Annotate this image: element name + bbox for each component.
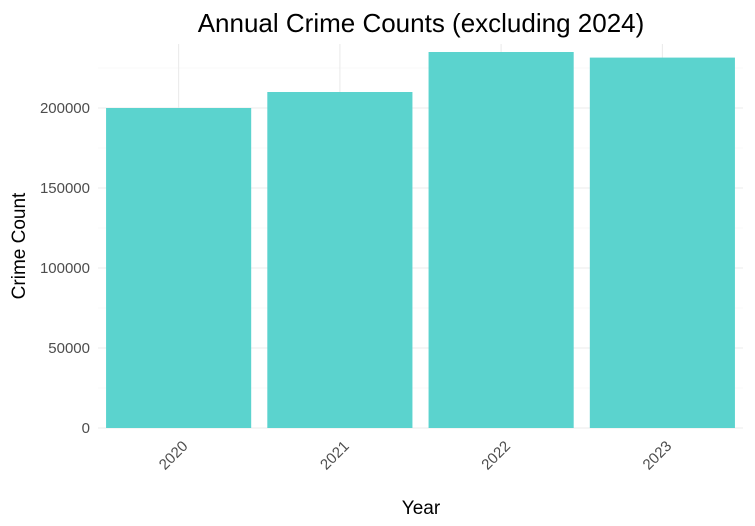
bar-2020: [106, 108, 252, 428]
bar-2023: [589, 57, 735, 428]
y-axis-ticks: 0 50000 100000 150000 200000: [40, 100, 90, 437]
y-tick-label: 100000: [40, 260, 90, 277]
x-tick-label: 2021: [317, 438, 353, 474]
y-tick-label: 200000: [40, 100, 90, 117]
y-tick-label: 0: [82, 420, 90, 437]
chart-title: Annual Crime Counts (excluding 2024): [198, 8, 645, 38]
bars: [106, 52, 735, 428]
x-tick-label: 2020: [156, 438, 192, 474]
x-axis-title: Year: [402, 498, 441, 519]
bar-2022: [428, 52, 574, 428]
y-tick-label: 50000: [48, 340, 90, 357]
x-tick-label: 2022: [478, 438, 514, 474]
x-tick-label: 2023: [640, 438, 676, 474]
bar-2021: [267, 92, 413, 428]
y-tick-label: 150000: [40, 180, 90, 197]
x-axis-ticks: 2020 2021 2022 2023: [156, 438, 675, 474]
y-axis-title: Crime Count: [9, 192, 30, 299]
